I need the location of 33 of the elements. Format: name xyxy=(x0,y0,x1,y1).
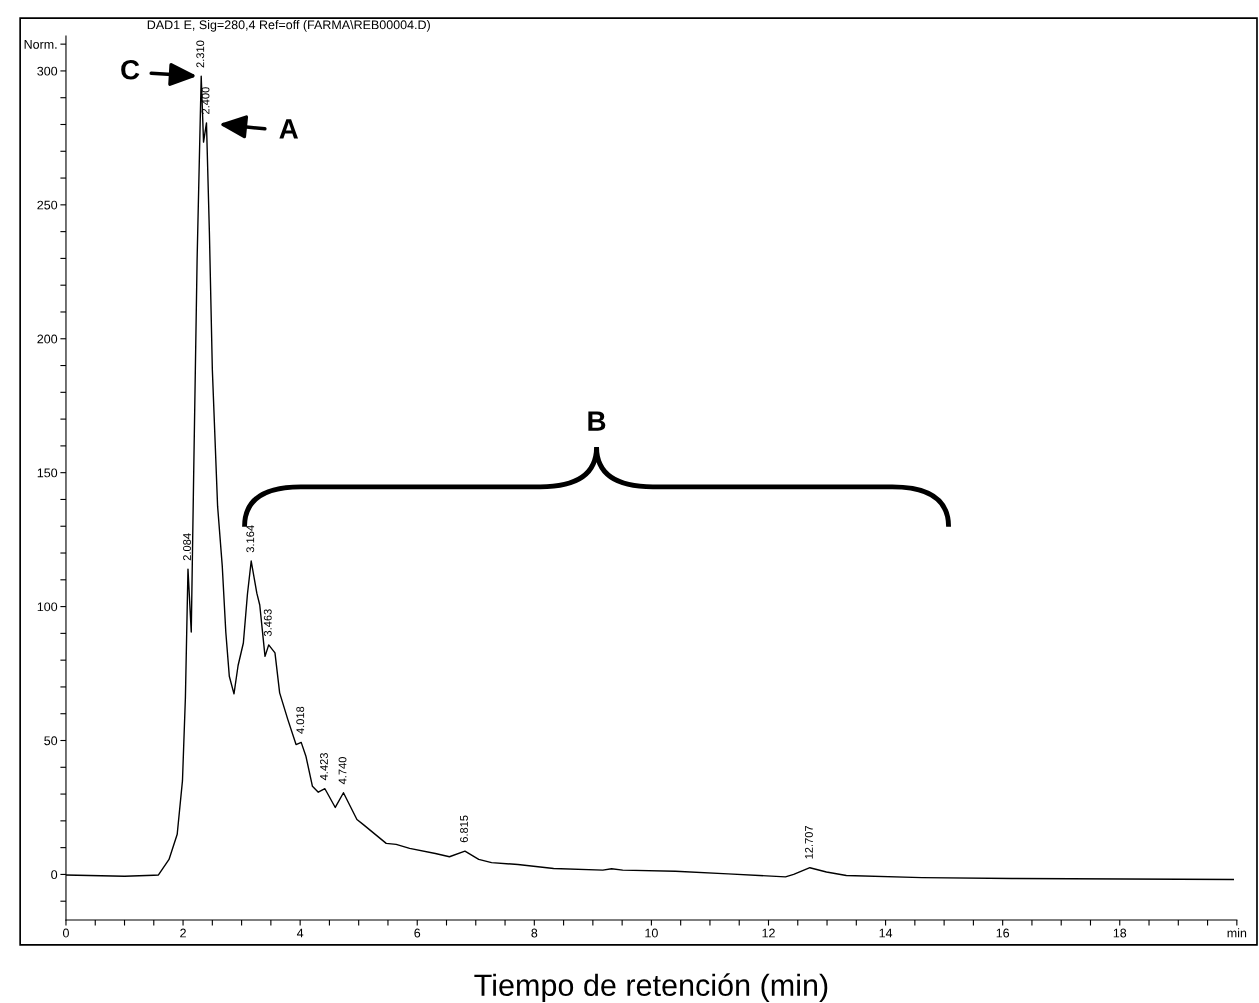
annotation: 4.423 xyxy=(320,753,328,781)
annotation: 12.707 xyxy=(805,825,813,859)
y-tick-label: 150 xyxy=(37,468,58,478)
x-tick-label: 14 xyxy=(879,928,893,938)
y-tick-label: 200 xyxy=(37,334,58,344)
annotation: 3.463 xyxy=(263,609,272,637)
x-tick-label: 8 xyxy=(531,928,538,938)
chart-title: DAD1 E, Sig=280,4 Ref=off (FARMA\REB00004.D) xyxy=(147,20,430,32)
y-tick-label: 300 xyxy=(37,66,58,76)
x-tick-label: 6 xyxy=(414,928,421,938)
x-tick-label: 12 xyxy=(762,928,775,938)
annotation: 3.164 xyxy=(246,525,255,553)
annotation: 6.815 xyxy=(460,815,468,843)
annotation: A xyxy=(279,119,299,139)
x-tick-label: 18 xyxy=(1113,928,1127,938)
x-tick-label: 0 xyxy=(62,928,69,938)
annotation: 2.310 xyxy=(196,40,205,68)
x-tick-label: min xyxy=(1227,928,1247,938)
annotation: 2.084 xyxy=(183,533,191,561)
annotation: C xyxy=(121,59,140,80)
x-tick-label: 10 xyxy=(645,928,658,938)
x-tick-label: 16 xyxy=(996,928,1010,938)
x-tick-label: 4 xyxy=(296,928,304,938)
y-tick-label: Norm. xyxy=(24,40,57,49)
y-tick-label: 50 xyxy=(44,736,58,746)
annotation: B xyxy=(588,411,606,431)
x-axis-title: Tiempo de retención (min) xyxy=(474,973,828,1003)
x-tick-label: 2 xyxy=(180,928,186,938)
annotation: 4.018 xyxy=(296,706,305,734)
y-tick-label: 100 xyxy=(37,602,58,612)
y-tick-label: 0 xyxy=(51,870,58,880)
annotation: 4.740 xyxy=(338,757,347,785)
y-tick-label: 250 xyxy=(37,200,58,210)
